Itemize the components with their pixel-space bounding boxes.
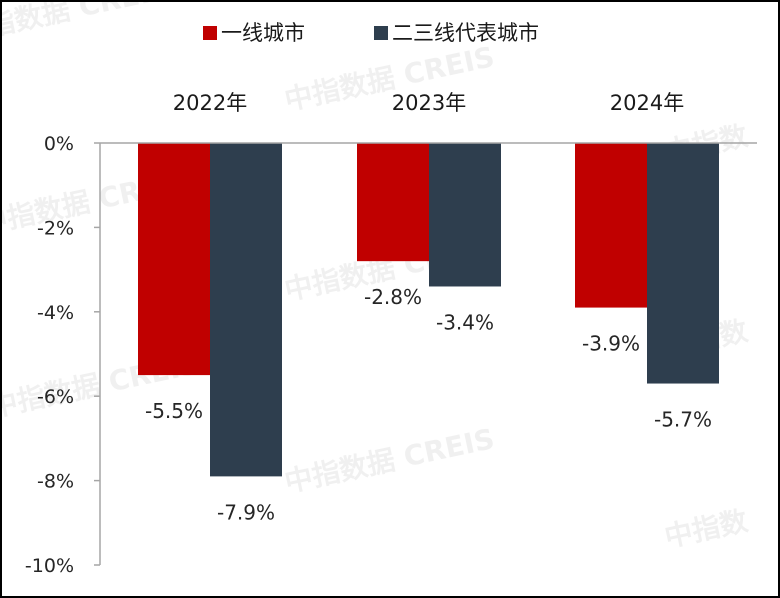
bar: [357, 143, 429, 262]
data-label: -5.7%: [654, 408, 712, 432]
legend-label: 一线城市: [221, 21, 305, 45]
category-label: 2022年: [173, 91, 247, 115]
watermark-text: 中指数: [662, 504, 752, 554]
category-label: 2023年: [392, 91, 466, 115]
y-tick-label: 0%: [44, 133, 74, 155]
data-label: -5.5%: [145, 399, 203, 423]
data-label: -3.9%: [582, 332, 640, 356]
bar: [429, 143, 501, 287]
bar: [210, 143, 282, 477]
y-tick-label: -10%: [25, 555, 74, 577]
data-label: -3.4%: [436, 310, 494, 334]
bars: [138, 143, 719, 477]
y-tick-label: -6%: [37, 386, 74, 408]
y-tick-label: -8%: [37, 471, 74, 493]
category-label: 2024年: [610, 91, 684, 115]
legend: 一线城市 二三线代表城市: [203, 21, 539, 45]
watermark-text: 中指数据 CREIS: [2, 2, 172, 49]
bar: [647, 143, 719, 384]
y-tick-label: -2%: [37, 217, 74, 239]
data-labels: -5.5% -2.8% -3.9% -7.9% -3.4% -5.7%: [145, 285, 712, 524]
data-label: -2.8%: [364, 285, 422, 309]
bar: [138, 143, 210, 376]
data-label: -7.9%: [217, 500, 275, 524]
watermark-text: 中指数据 CREIS: [282, 422, 498, 499]
category-labels: 2022年 2023年 2024年: [173, 91, 684, 115]
y-tick-label: -4%: [37, 302, 74, 324]
legend-label: 二三线代表城市: [392, 21, 539, 45]
legend-swatch: [203, 26, 217, 40]
axes: 0% -2% -4% -6% -8% -10%: [25, 133, 757, 577]
legend-swatch: [374, 26, 388, 40]
bar: [575, 143, 647, 308]
